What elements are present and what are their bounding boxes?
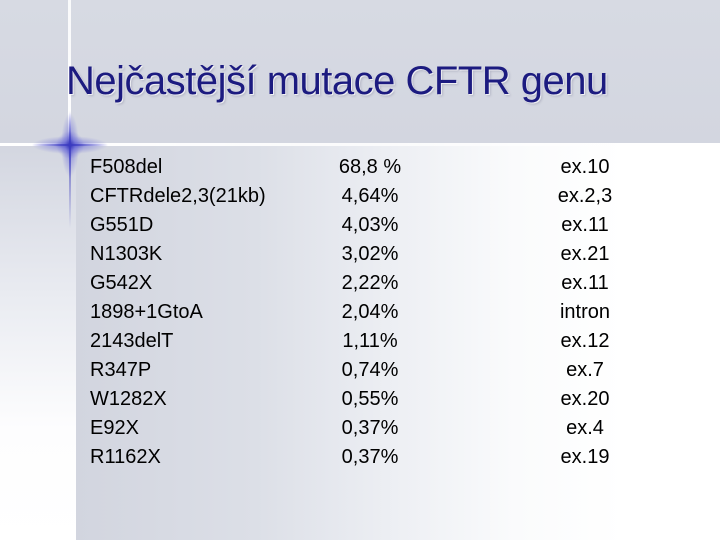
table-row: W1282X 0,55% ex.20 [0,385,720,414]
mutation-name: 1898+1GtoA [90,301,203,323]
vertical-accent-fade [69,146,71,228]
table-row: G551D 4,03% ex.11 [0,211,720,240]
mutation-name: E92X [90,417,139,439]
table-row: 2143delT 1,11% ex.12 [0,327,720,356]
mutation-frequency: 0,74% [341,359,399,381]
table-row: N1303K 3,02% ex.21 [0,240,720,269]
mutation-name: G551D [90,214,154,236]
slide-title: Nejčastější mutace CFTR genu [66,59,608,103]
mutation-name: G542X [90,272,153,294]
mutation-name: N1303K [90,243,163,265]
mutation-name: R1162X [90,446,161,468]
mutation-location: ex.4 [566,417,604,439]
mutation-frequency: 3,02% [341,243,399,265]
table-row: E92X 0,37% ex.4 [0,414,720,443]
mutation-frequency: 2,04% [341,301,399,323]
mutation-location: ex.10 [560,156,610,178]
mutation-location: ex.11 [561,214,609,236]
title-band [0,0,720,143]
mutation-name: W1282X [90,388,167,410]
mutation-name: CFTRdele2,3(21kb) [90,185,266,207]
mutation-location: ex.11 [561,272,609,294]
horizontal-accent-line [0,143,720,146]
table-row: G542X 2,22% ex.11 [0,269,720,298]
mutation-frequency: 68,8 % [338,156,402,178]
table-row: CFTRdele2,3(21kb) 4,64% ex.2,3 [0,182,720,211]
mutation-frequency: 0,37% [341,446,399,468]
mutation-frequency: 0,55% [341,388,399,410]
mutation-name: R347P [90,359,152,381]
mutation-location: ex.21 [560,243,610,265]
table-row: F508del 68,8 % ex.10 [0,153,720,182]
mutation-location: intron [559,301,611,323]
mutation-location: ex.19 [560,446,610,468]
body-panel [76,143,720,540]
mutation-frequency: 2,22% [341,272,399,294]
table-row: R347P 0,74% ex.7 [0,356,720,385]
mutation-location: ex.7 [566,359,604,381]
mutation-frequency: 4,64% [341,185,399,207]
mutation-location: ex.2,3 [557,185,613,207]
vertical-accent-line [68,0,71,143]
mutation-table: F508del 68,8 % ex.10 CFTRdele2,3(21kb) 4,64%… [0,153,720,472]
mutation-frequency: 0,37% [341,417,399,439]
table-row: R1162X 0,37% ex.19 [0,443,720,472]
left-margin [0,143,76,540]
table-row: 1898+1GtoA 2,04% intron [0,298,720,327]
mutation-location: ex.12 [560,330,610,352]
mutation-name: 2143delT [90,330,174,352]
mutation-frequency: 4,03% [341,214,399,236]
mutation-frequency: 1,11% [342,330,398,352]
mutation-name: F508del [90,156,163,178]
mutation-location: ex.20 [560,388,610,410]
